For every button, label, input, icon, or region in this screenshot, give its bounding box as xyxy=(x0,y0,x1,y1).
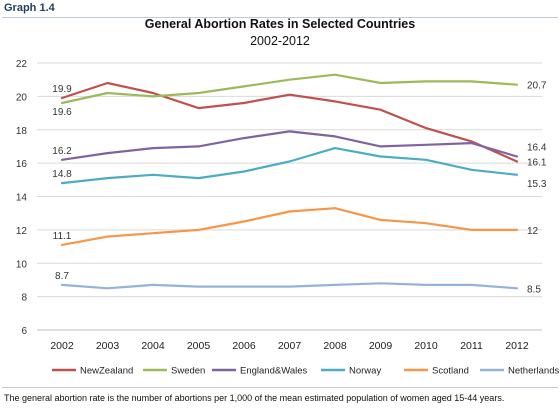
data-label: 16.1 xyxy=(527,157,547,168)
x-tick-label: 2010 xyxy=(414,340,438,352)
x-tick-label: 2007 xyxy=(278,340,302,352)
graph-label: Graph 1.4 xyxy=(4,2,55,14)
data-label: 12 xyxy=(527,226,539,237)
y-tick-label: 6 xyxy=(21,326,27,337)
x-tick-label: 2005 xyxy=(187,340,211,352)
x-axis-ticks: 2002 2003 2004 2005 2006 2007 2008 2009 2010 2011… xyxy=(50,340,529,352)
data-label: 16.4 xyxy=(527,142,547,153)
data-label: 14.8 xyxy=(52,169,72,180)
series-line-newzealand xyxy=(60,81,519,163)
legend: NewZealand Sweden England&Wales Norway Scotl… xyxy=(52,366,559,377)
y-tick-label: 16 xyxy=(16,159,28,170)
x-tick-label: 2003 xyxy=(96,340,120,352)
x-tick-label: 2012 xyxy=(505,340,529,352)
data-label: 15.3 xyxy=(527,179,547,190)
data-label: 19.9 xyxy=(52,84,72,95)
chart-caption: The general abortion rate is the number … xyxy=(4,393,505,403)
data-label: 8.7 xyxy=(55,271,69,282)
legend-label: NewZealand xyxy=(80,366,133,377)
grid-layer xyxy=(37,62,542,331)
data-label: 19.6 xyxy=(52,107,72,118)
frame-bottom-rule xyxy=(2,387,558,388)
data-label: 16.2 xyxy=(52,146,72,157)
data-label: 8.5 xyxy=(527,284,541,295)
y-tick-label: 20 xyxy=(16,92,28,103)
frame-top-rule xyxy=(2,17,558,18)
legend-label: Sweden xyxy=(171,366,205,377)
data-label: 11.1 xyxy=(53,231,72,242)
y-tick-label: 12 xyxy=(16,226,28,237)
legend-label: Netherlands xyxy=(508,366,559,377)
x-tick-label: 2008 xyxy=(323,340,347,352)
legend-label: Scotland xyxy=(432,366,469,377)
data-label-layer: 19.9 19.6 16.2 14.8 11.1 8.7 20.7 16.4 16.1 15.3 1… xyxy=(52,81,547,296)
x-tick-label: 2002 xyxy=(50,340,74,352)
x-tick-label: 2004 xyxy=(141,340,165,352)
x-tick-label: 2009 xyxy=(369,340,393,352)
legend-label: Norway xyxy=(349,366,381,377)
series-line-norway xyxy=(60,147,519,185)
x-tick-label: 2011 xyxy=(460,340,483,352)
x-tick-label: 2006 xyxy=(232,340,256,352)
series-layer xyxy=(60,73,519,290)
y-tick-label: 14 xyxy=(16,193,28,204)
series-line-scotland xyxy=(60,207,519,246)
y-tick-label: 10 xyxy=(16,259,28,270)
y-tick-label: 22 xyxy=(16,59,28,70)
series-line-sweden xyxy=(60,73,519,105)
chart-title: General Abortion Rates in Selected Count… xyxy=(144,17,416,31)
y-tick-label: 8 xyxy=(21,293,27,304)
chart-subtitle: 2002-2012 xyxy=(250,34,310,48)
series-line-england-wales xyxy=(60,130,519,161)
y-tick-label: 18 xyxy=(16,126,28,137)
series-line-netherlands xyxy=(60,282,519,290)
data-label: 20.7 xyxy=(527,81,547,92)
legend-label: England&Wales xyxy=(240,366,307,377)
y-axis-ticks: 6 8 10 12 14 16 18 20 22 xyxy=(16,59,28,337)
